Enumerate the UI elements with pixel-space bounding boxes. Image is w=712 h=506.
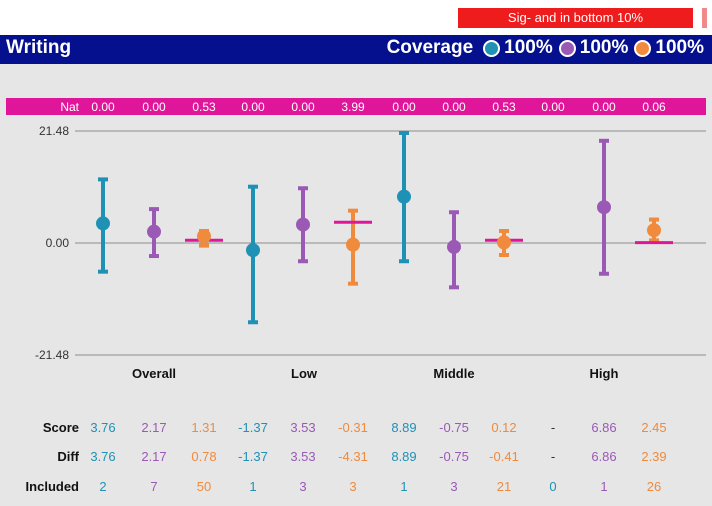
data-point [296, 217, 310, 232]
coverage-label: Coverage [386, 37, 474, 58]
row-value: 8.89 [391, 420, 416, 435]
y-tick-label: 0.00 [46, 236, 70, 250]
row-value: 2.17 [141, 420, 166, 435]
row-value: - [551, 449, 555, 464]
nat-value: 0.00 [541, 100, 565, 114]
nat-value: 0.00 [392, 100, 416, 114]
row-value: 3 [299, 479, 306, 494]
row-value: -1.37 [238, 449, 268, 464]
nat-value: 3.99 [341, 100, 365, 114]
row-value: -1.37 [238, 420, 268, 435]
header-bar: Writing Coverage 100% 100% 100% [0, 35, 712, 64]
data-point [96, 216, 110, 231]
legend-badge: Sig- and in bottom 10% [458, 8, 693, 28]
nat-value: 0.00 [291, 100, 315, 114]
data-point [647, 223, 661, 238]
data-point [447, 239, 461, 254]
data-point [147, 224, 161, 239]
nat-value: 0.00 [442, 100, 466, 114]
coverage-summary: Coverage 100% 100% 100% [387, 37, 706, 59]
row-value: 3 [349, 479, 356, 494]
coverage-value-3: 100% [655, 37, 704, 58]
data-point [397, 189, 411, 204]
legend-label: Sig- and in bottom 10% [507, 10, 644, 25]
row-value: 2.39 [641, 449, 666, 464]
data-point [597, 200, 611, 215]
data-point [497, 235, 511, 250]
data-point [346, 237, 360, 252]
group-label: Middle [433, 366, 474, 381]
row-value: 6.86 [591, 449, 616, 464]
group-label: Overall [132, 366, 176, 381]
legend-marker [702, 8, 707, 28]
row-value: 1 [249, 479, 256, 494]
group-label: High [590, 366, 619, 381]
row-value: 3.76 [90, 449, 115, 464]
coverage-dot-2 [558, 39, 576, 57]
row-value: 1 [400, 479, 407, 494]
row-value: 3.53 [290, 420, 315, 435]
row-value: 6.86 [591, 420, 616, 435]
nat-bar [6, 98, 706, 115]
nat-value: 0.00 [142, 100, 166, 114]
data-point [246, 243, 260, 258]
nat-value: 0.53 [492, 100, 516, 114]
row-value: 3 [450, 479, 457, 494]
row-value: 21 [497, 479, 511, 494]
row-value: 0.78 [191, 449, 216, 464]
row-value: 1 [600, 479, 607, 494]
row-value: - [551, 420, 555, 435]
group-label: Low [291, 366, 318, 381]
row-value: -4.31 [338, 449, 368, 464]
row-label: Included [26, 479, 80, 494]
row-label: Score [43, 420, 79, 435]
row-value: 1.31 [191, 420, 216, 435]
nat-label: Nat [60, 100, 79, 114]
row-value: 2.45 [641, 420, 666, 435]
coverage-value-1: 100% [504, 37, 553, 58]
row-value: 3.76 [90, 420, 115, 435]
nat-value: 0.00 [241, 100, 265, 114]
row-value: 3.53 [290, 449, 315, 464]
nat-value: 0.06 [642, 100, 666, 114]
row-label: Diff [57, 449, 79, 464]
row-value: -0.75 [439, 420, 469, 435]
coverage-dot-3 [634, 39, 652, 57]
coverage-dot-1 [483, 39, 501, 57]
coverage-value-2: 100% [579, 37, 629, 58]
row-value: 0 [549, 479, 556, 494]
y-tick-label: 21.48 [39, 124, 69, 138]
row-value: 0.12 [491, 420, 516, 435]
row-value: 8.89 [391, 449, 416, 464]
row-value: -0.75 [439, 449, 469, 464]
nat-value: 0.00 [592, 100, 616, 114]
page-title: Writing [6, 37, 72, 58]
nat-value: 0.00 [91, 100, 115, 114]
row-value: -0.41 [489, 449, 519, 464]
row-value: 26 [647, 479, 661, 494]
row-value: 50 [197, 479, 211, 494]
row-value: 7 [150, 479, 157, 494]
row-value: 2 [99, 479, 106, 494]
data-point [197, 229, 211, 244]
row-value: 2.17 [141, 449, 166, 464]
nat-value: 0.53 [192, 100, 216, 114]
y-tick-label: -21.48 [35, 348, 69, 362]
row-value: -0.31 [338, 420, 368, 435]
